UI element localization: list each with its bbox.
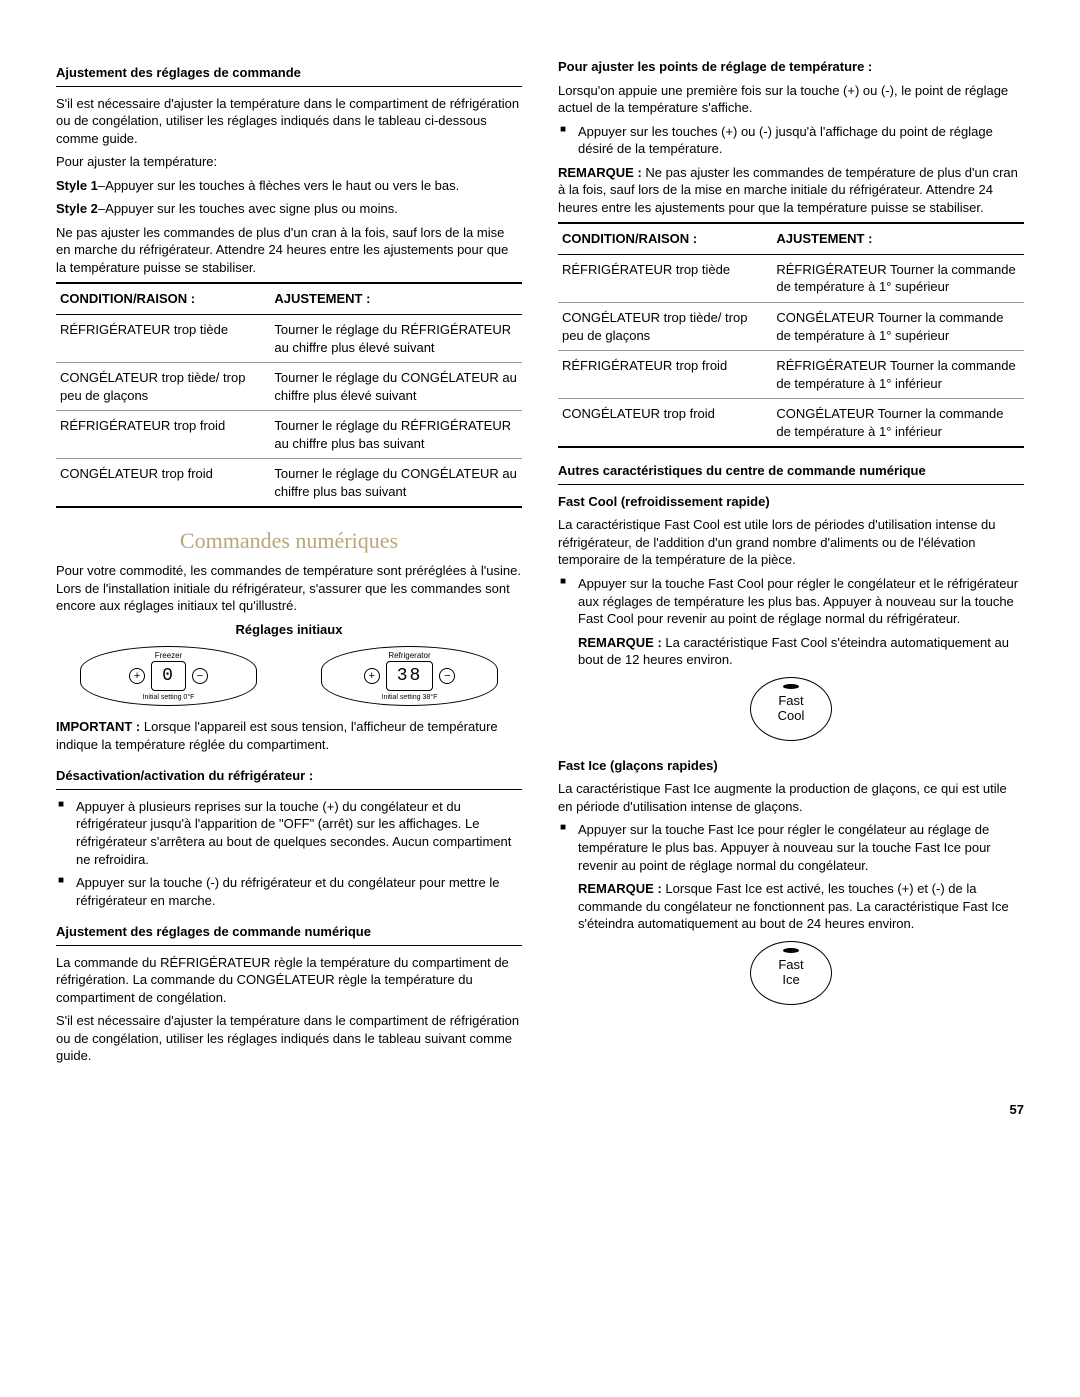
label: Cool [778,709,805,724]
list-item: Appuyer sur les touches (+) ou (-) jusqu… [558,123,1024,158]
table-row: RÉFRIGÉRATEUR trop tièdeRÉFRIGÉRATEUR To… [558,254,1024,302]
control-panels-figure: Freezer + 0 − Initial setting 0°F Refrig… [56,646,522,706]
text: Appuyer sur la touche Fast Ice pour régl… [578,822,991,872]
cell: RÉFRIGÉRATEUR Tourner la commande de tem… [772,254,1024,302]
table-row: CONGÉLATEUR trop froidTourner le réglage… [56,459,522,508]
th-condition: CONDITION/RAISON : [558,223,772,254]
cell: Tourner le réglage du RÉFRIGÉRATEUR au c… [270,411,522,459]
bold: Style 1 [56,178,98,193]
th-adjust: AJUSTEMENT : [270,283,522,314]
panel-label: Refrigerator [388,651,430,662]
bold: IMPORTANT : [56,719,140,734]
fast-ice-button-figure: Fast Ice [750,941,832,1005]
table-row: CONGÉLATEUR trop tiède/ trop peu de glaç… [56,363,522,411]
text: Style 2–Appuyer sur les touches avec sig… [56,200,522,218]
heading-deactivation: Désactivation/activation du réfrigérateu… [56,767,522,790]
cell: Tourner le réglage du CONGÉLATEUR au chi… [270,363,522,411]
table-row: RÉFRIGÉRATEUR trop tièdeTourner le régla… [56,315,522,363]
cell: CONGÉLATEUR Tourner la commande de tempé… [772,303,1024,351]
text: Style 1–Appuyer sur les touches à flèche… [56,177,522,195]
cell: CONGÉLATEUR trop froid [558,399,772,448]
text: Lorsqu'on appuie une première fois sur l… [558,82,1024,117]
text: Pour ajuster la température: [56,153,522,171]
cell: CONGÉLATEUR Tourner la commande de tempé… [772,399,1024,448]
table-row: CONGÉLATEUR trop froidCONGÉLATEUR Tourne… [558,399,1024,448]
minus-icon: − [192,668,208,684]
panel-footer: Initial setting 38°F [382,693,438,702]
right-column: Pour ajuster les points de réglage de te… [558,50,1024,1071]
table-row: CONGÉLATEUR trop tiède/ trop peu de glaç… [558,303,1024,351]
bold: REMARQUE : [578,635,662,650]
heading-fast-cool: Fast Cool (refroidissement rapide) [558,493,1024,511]
text: REMARQUE : Ne pas ajuster les commandes … [558,164,1024,217]
heading-adjust: Ajustement des réglages de commande [56,64,522,87]
table-conditions-2: CONDITION/RAISON : AJUSTEMENT : RÉFRIGÉR… [558,222,1024,448]
text: –Appuyer sur les touches avec signe plus… [98,201,398,216]
list-item: Appuyer à plusieurs reprises sur la touc… [56,798,522,868]
text: –Appuyer sur les touches à flèches vers … [98,178,459,193]
cell: RÉFRIGÉRATEUR trop tiède [558,254,772,302]
text: REMARQUE : La caractéristique Fast Cool … [578,634,1024,669]
cell: CONGÉLATEUR trop tiède/ trop peu de glaç… [56,363,270,411]
refrigerator-display: 38 [386,661,434,691]
text: REMARQUE : Lorsque Fast Ice est activé, … [578,880,1024,933]
heading-adjust-num: Ajustement des réglages de commande numé… [56,923,522,946]
bold: REMARQUE : [558,165,642,180]
freezer-display: 0 [151,661,186,691]
label: Ice [782,973,799,988]
text: La commande du RÉFRIGÉRATEUR règle la te… [56,954,522,1007]
list-item: Appuyer sur la touche (-) du réfrigérate… [56,874,522,909]
cell: RÉFRIGÉRATEUR trop tiède [56,315,270,363]
table-conditions-1: CONDITION/RAISON : AJUSTEMENT : RÉFRIGÉR… [56,282,522,508]
cell: CONGÉLATEUR trop froid [56,459,270,508]
page-number: 57 [56,1101,1024,1119]
cell: RÉFRIGÉRATEUR trop froid [56,411,270,459]
text: S'il est nécessaire d'ajuster la tempéra… [56,95,522,148]
heading-commandes-numeriques: Commandes numériques [56,526,522,556]
fast-cool-button-figure: Fast Cool [750,677,832,741]
table-row: RÉFRIGÉRATEUR trop froidTourner le régla… [56,411,522,459]
reglages-initiaux-label: Réglages initiaux [236,622,343,637]
bold: Style 2 [56,201,98,216]
th-condition: CONDITION/RAISON : [56,283,270,314]
text: IMPORTANT : Lorsque l'appareil est sous … [56,718,522,753]
text: La caractéristique Fast Cool est utile l… [558,516,1024,569]
cell: Tourner le réglage du CONGÉLATEUR au chi… [270,459,522,508]
cell: RÉFRIGÉRATEUR Tourner la commande de tem… [772,351,1024,399]
label: Fast [778,958,803,973]
minus-icon: − [439,668,455,684]
heading-fast-ice: Fast Ice (glaçons rapides) [558,757,1024,775]
cell: CONGÉLATEUR trop tiède/ trop peu de glaç… [558,303,772,351]
heading-autres: Autres caractéristiques du centre de com… [558,462,1024,485]
list-item: Appuyer sur la touche Fast Cool pour rég… [558,575,1024,669]
th-adjust: AJUSTEMENT : [772,223,1024,254]
freezer-panel: Freezer + 0 − Initial setting 0°F [80,646,257,706]
cell: RÉFRIGÉRATEUR trop froid [558,351,772,399]
text: S'il est nécessaire d'ajuster la tempéra… [56,1012,522,1065]
list-item: Appuyer sur la touche Fast Ice pour régl… [558,821,1024,932]
text: La caractéristique Fast Ice augmente la … [558,780,1024,815]
bold: REMARQUE : [578,881,662,896]
left-column: Ajustement des réglages de commande S'il… [56,50,522,1071]
plus-icon: + [364,668,380,684]
label: Fast [778,694,803,709]
text: Ne pas ajuster les commandes de plus d'u… [56,224,522,277]
table-row: RÉFRIGÉRATEUR trop froidRÉFRIGÉRATEUR To… [558,351,1024,399]
cell: Tourner le réglage du RÉFRIGÉRATEUR au c… [270,315,522,363]
panel-label: Freezer [155,651,183,662]
text: Appuyer sur la touche Fast Cool pour rég… [578,576,1018,626]
plus-icon: + [129,668,145,684]
panel-footer: Initial setting 0°F [143,693,195,702]
text: Pour votre commodité, les commandes de t… [56,562,522,615]
heading-pour-ajuster: Pour ajuster les points de réglage de te… [558,58,1024,76]
refrigerator-panel: Refrigerator + 38 − Initial setting 38°F [321,646,498,706]
